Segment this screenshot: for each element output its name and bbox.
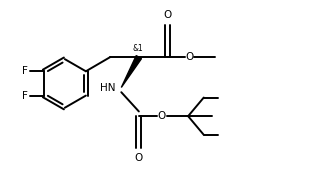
Text: O: O: [135, 153, 143, 163]
Text: HN: HN: [100, 83, 115, 93]
Text: O: O: [163, 10, 172, 20]
Text: &1: &1: [133, 44, 144, 53]
Text: F: F: [22, 91, 28, 101]
Text: F: F: [22, 66, 28, 76]
Polygon shape: [121, 56, 141, 87]
Text: O: O: [158, 111, 166, 121]
Text: O: O: [185, 52, 194, 62]
